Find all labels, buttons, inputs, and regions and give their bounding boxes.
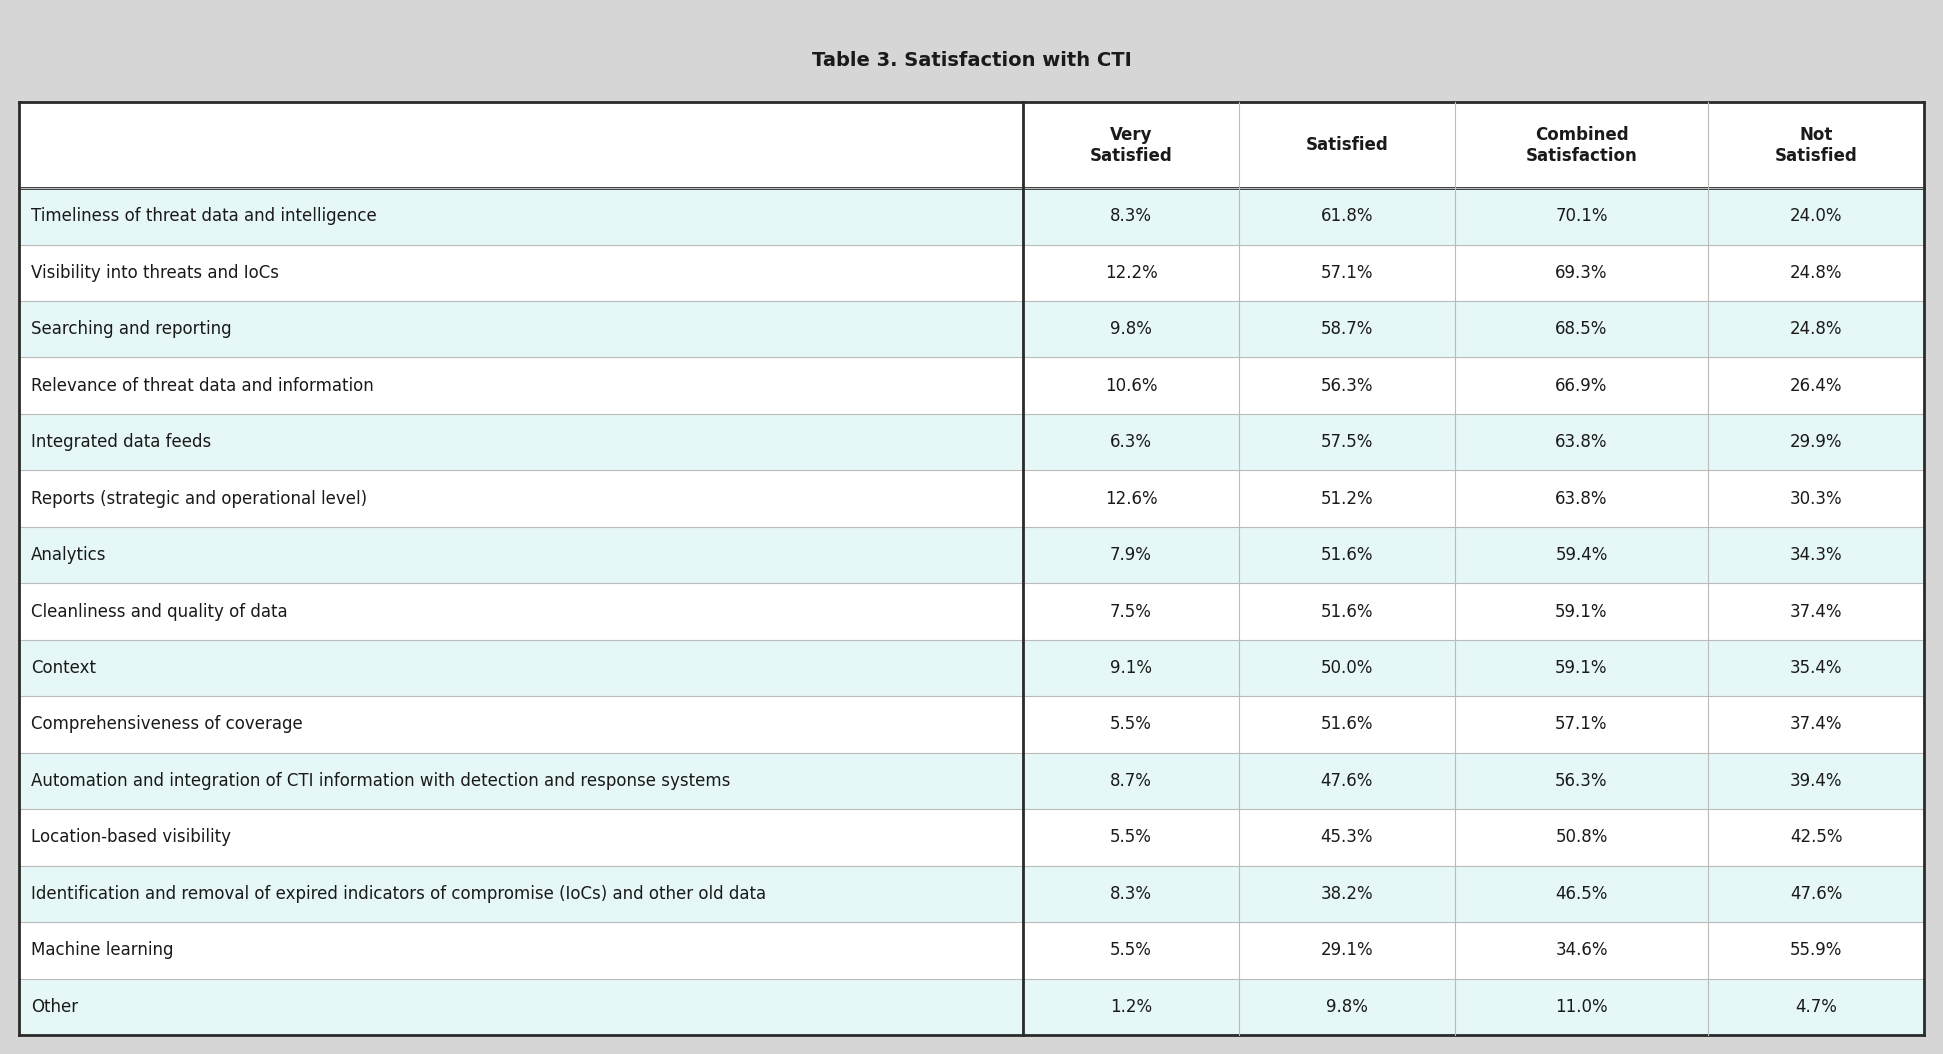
Text: 8.7%: 8.7% <box>1109 772 1152 789</box>
Text: Automation and integration of CTI information with detection and response system: Automation and integration of CTI inform… <box>31 772 731 789</box>
Bar <box>19 102 1924 1035</box>
Text: 5.5%: 5.5% <box>1109 716 1152 734</box>
Text: 69.3%: 69.3% <box>1554 264 1607 281</box>
Text: 46.5%: 46.5% <box>1554 885 1607 903</box>
Text: Reports (strategic and operational level): Reports (strategic and operational level… <box>31 490 367 508</box>
Text: 6.3%: 6.3% <box>1109 433 1152 451</box>
Text: 35.4%: 35.4% <box>1790 659 1842 677</box>
Bar <box>19 102 1924 188</box>
Text: 47.6%: 47.6% <box>1790 885 1842 903</box>
Bar <box>19 640 1924 697</box>
Bar <box>19 357 1924 414</box>
Text: 57.1%: 57.1% <box>1554 716 1607 734</box>
Text: 59.1%: 59.1% <box>1554 659 1607 677</box>
Text: 38.2%: 38.2% <box>1321 885 1374 903</box>
Text: 9.1%: 9.1% <box>1109 659 1152 677</box>
Bar <box>19 301 1924 357</box>
Text: 51.6%: 51.6% <box>1321 546 1374 564</box>
Text: 37.4%: 37.4% <box>1790 716 1842 734</box>
Bar <box>19 809 1924 865</box>
Bar <box>19 753 1924 809</box>
Text: 12.6%: 12.6% <box>1106 490 1158 508</box>
Bar <box>19 470 1924 527</box>
Text: 55.9%: 55.9% <box>1790 941 1842 959</box>
Text: 66.9%: 66.9% <box>1554 376 1607 394</box>
Text: 30.3%: 30.3% <box>1790 490 1842 508</box>
Bar <box>19 978 1924 1035</box>
Text: 56.3%: 56.3% <box>1554 772 1607 789</box>
Text: 11.0%: 11.0% <box>1554 998 1607 1016</box>
Text: 63.8%: 63.8% <box>1554 490 1607 508</box>
Text: Not
Satisfied: Not Satisfied <box>1774 125 1858 164</box>
Text: Combined
Satisfaction: Combined Satisfaction <box>1525 125 1638 164</box>
Text: Very
Satisfied: Very Satisfied <box>1090 125 1172 164</box>
Text: Cleanliness and quality of data: Cleanliness and quality of data <box>31 603 288 621</box>
Text: 51.2%: 51.2% <box>1321 490 1374 508</box>
Text: 9.8%: 9.8% <box>1325 998 1368 1016</box>
Bar <box>19 865 1924 922</box>
Text: 58.7%: 58.7% <box>1321 320 1374 338</box>
Text: 8.3%: 8.3% <box>1109 885 1152 903</box>
Text: 57.1%: 57.1% <box>1321 264 1374 281</box>
Text: 4.7%: 4.7% <box>1795 998 1836 1016</box>
Bar <box>19 922 1924 978</box>
Text: 34.6%: 34.6% <box>1554 941 1607 959</box>
Text: 10.6%: 10.6% <box>1106 376 1158 394</box>
Bar <box>19 527 1924 583</box>
Text: 1.2%: 1.2% <box>1109 998 1152 1016</box>
Text: 57.5%: 57.5% <box>1321 433 1374 451</box>
Text: Relevance of threat data and information: Relevance of threat data and information <box>31 376 373 394</box>
Text: 51.6%: 51.6% <box>1321 716 1374 734</box>
Text: 45.3%: 45.3% <box>1321 828 1374 846</box>
Text: Identification and removal of expired indicators of compromise (IoCs) and other : Identification and removal of expired in… <box>31 885 766 903</box>
Bar <box>19 245 1924 301</box>
Text: 5.5%: 5.5% <box>1109 828 1152 846</box>
Text: 24.8%: 24.8% <box>1790 264 1842 281</box>
Bar <box>19 414 1924 470</box>
Text: 50.0%: 50.0% <box>1321 659 1374 677</box>
Text: 51.6%: 51.6% <box>1321 603 1374 621</box>
Text: Other: Other <box>31 998 78 1016</box>
Text: 42.5%: 42.5% <box>1790 828 1842 846</box>
Text: 34.3%: 34.3% <box>1790 546 1842 564</box>
Text: 8.3%: 8.3% <box>1109 208 1152 226</box>
Text: Comprehensiveness of coverage: Comprehensiveness of coverage <box>31 716 303 734</box>
Bar <box>19 697 1924 753</box>
Text: 12.2%: 12.2% <box>1106 264 1158 281</box>
Text: Visibility into threats and IoCs: Visibility into threats and IoCs <box>31 264 280 281</box>
Text: 59.4%: 59.4% <box>1554 546 1607 564</box>
Text: 7.9%: 7.9% <box>1109 546 1152 564</box>
Text: 24.0%: 24.0% <box>1790 208 1842 226</box>
Text: 70.1%: 70.1% <box>1554 208 1607 226</box>
Text: 50.8%: 50.8% <box>1554 828 1607 846</box>
Text: 24.8%: 24.8% <box>1790 320 1842 338</box>
Text: 37.4%: 37.4% <box>1790 603 1842 621</box>
Text: 7.5%: 7.5% <box>1109 603 1152 621</box>
Text: 63.8%: 63.8% <box>1554 433 1607 451</box>
Text: Analytics: Analytics <box>31 546 107 564</box>
Text: 26.4%: 26.4% <box>1790 376 1842 394</box>
Bar <box>19 188 1924 245</box>
Text: 9.8%: 9.8% <box>1109 320 1152 338</box>
Text: Integrated data feeds: Integrated data feeds <box>31 433 212 451</box>
Text: 5.5%: 5.5% <box>1109 941 1152 959</box>
Text: Searching and reporting: Searching and reporting <box>31 320 231 338</box>
Text: 56.3%: 56.3% <box>1321 376 1374 394</box>
Text: Machine learning: Machine learning <box>31 941 173 959</box>
Text: 39.4%: 39.4% <box>1790 772 1842 789</box>
Text: 61.8%: 61.8% <box>1321 208 1374 226</box>
Text: Satisfied: Satisfied <box>1306 136 1387 154</box>
Text: Table 3. Satisfaction with CTI: Table 3. Satisfaction with CTI <box>812 52 1131 71</box>
Bar <box>19 583 1924 640</box>
Text: 29.9%: 29.9% <box>1790 433 1842 451</box>
Text: 59.1%: 59.1% <box>1554 603 1607 621</box>
Text: Context: Context <box>31 659 95 677</box>
Text: Timeliness of threat data and intelligence: Timeliness of threat data and intelligen… <box>31 208 377 226</box>
Text: 47.6%: 47.6% <box>1321 772 1374 789</box>
Text: Location-based visibility: Location-based visibility <box>31 828 231 846</box>
Text: 29.1%: 29.1% <box>1321 941 1374 959</box>
Bar <box>19 19 1924 102</box>
Text: 68.5%: 68.5% <box>1554 320 1607 338</box>
